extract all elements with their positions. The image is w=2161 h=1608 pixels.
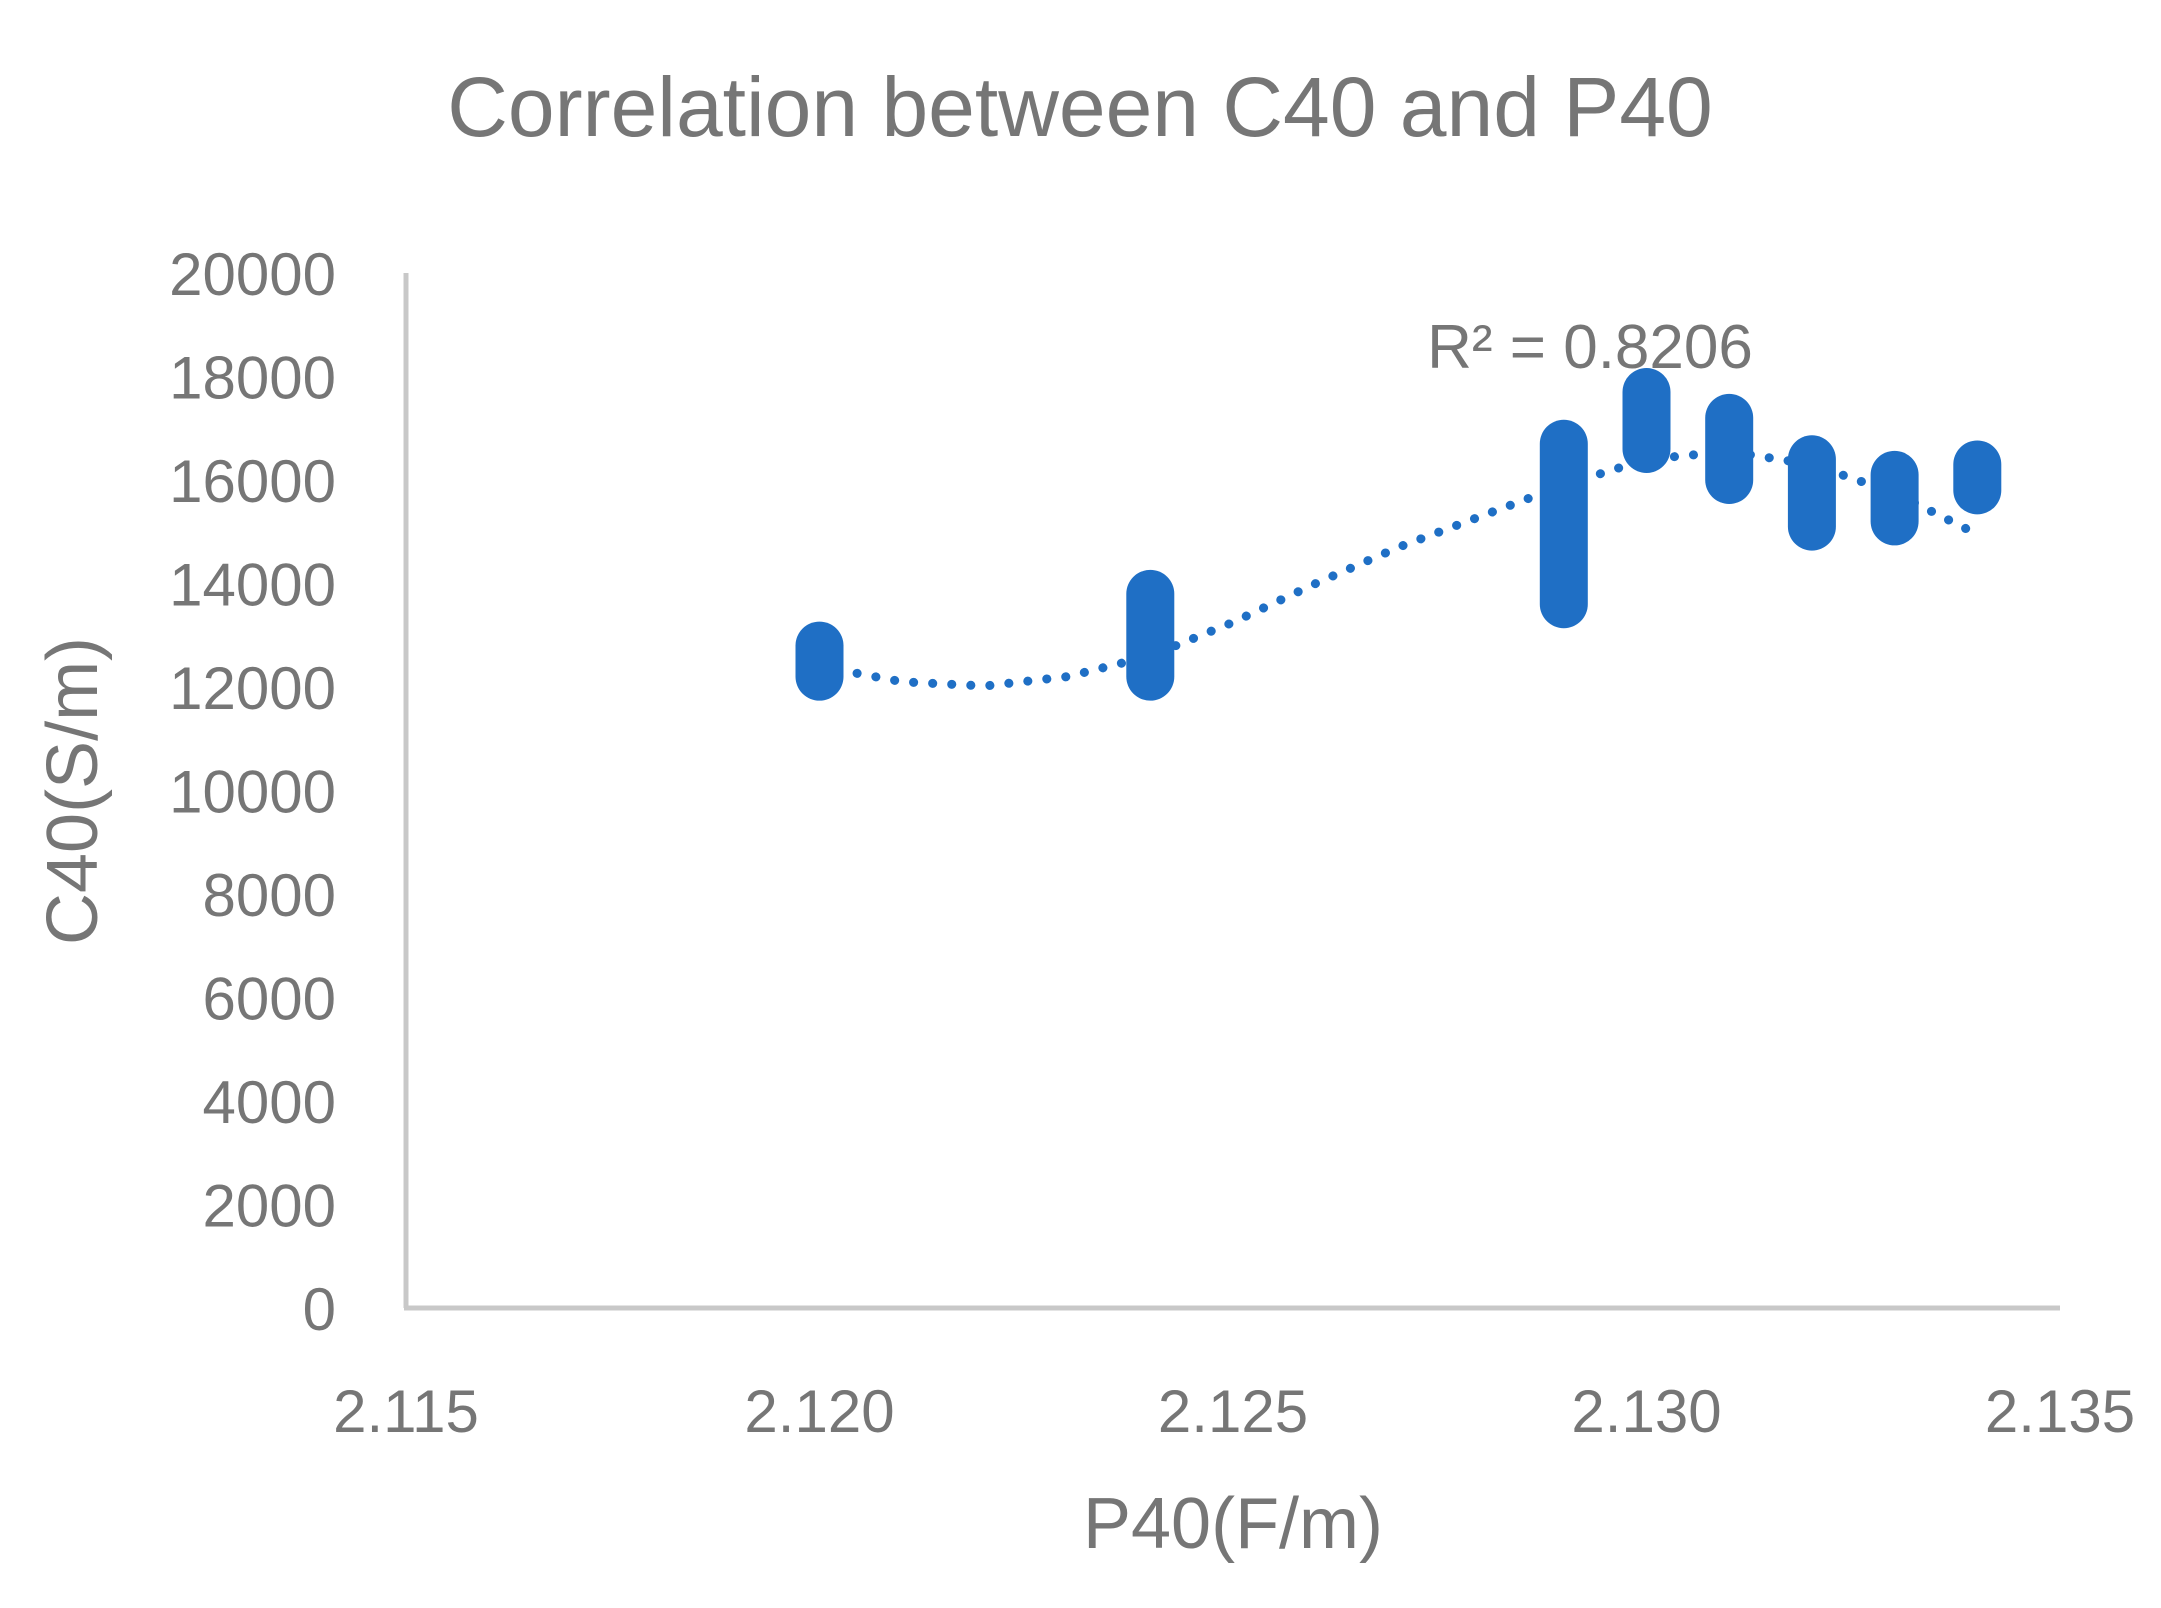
axes-group <box>403 273 2060 1311</box>
y-tick-label: 20000 <box>169 241 336 308</box>
data-point-cluster <box>1953 440 2002 515</box>
x-tick-label: 2.120 <box>744 1378 894 1445</box>
x-tick-label: 2.115 <box>333 1378 479 1445</box>
y-tick-label: 6000 <box>203 966 336 1033</box>
y-tick-label: 14000 <box>169 552 336 619</box>
data-point-cluster <box>1539 419 1588 629</box>
y-tick-label: 0 <box>303 1276 336 1343</box>
data-points-group <box>795 368 2002 701</box>
data-point-cluster <box>795 621 844 701</box>
trendline-group <box>815 446 1982 691</box>
y-tick-label: 8000 <box>203 862 336 929</box>
y-tick-label: 18000 <box>169 345 336 412</box>
chart-title: Correlation between C40 and P40 <box>447 60 1713 154</box>
y-tick-label: 2000 <box>203 1173 336 1240</box>
x-axis-title: P40(F/m) <box>1083 1484 1383 1564</box>
y-tick-label: 10000 <box>169 759 336 826</box>
trendline-r2-label: R² = 0.8206 <box>1427 313 1753 382</box>
x-tick-label: 2.135 <box>1985 1378 2135 1445</box>
x-tick-label: 2.130 <box>1571 1378 1721 1445</box>
data-point-cluster <box>1705 393 1754 504</box>
y-axis-title: C40(S/m) <box>33 637 113 945</box>
trendline <box>815 446 1982 691</box>
x-tick-label: 2.125 <box>1158 1378 1308 1445</box>
y-tick-label: 4000 <box>203 1069 336 1136</box>
data-point-cluster <box>1126 569 1175 701</box>
y-tick-labels: 0 2000 4000 6000 8000 10000 12000 14000 16000 180… <box>169 241 336 1343</box>
y-tick-label: 12000 <box>169 655 336 722</box>
x-tick-labels: 2.115 2.120 2.125 2.130 2.135 <box>333 1378 2135 1445</box>
data-point-cluster <box>1622 368 1671 473</box>
data-point-cluster <box>1787 435 1836 551</box>
data-point-cluster <box>1870 450 1919 546</box>
y-tick-label: 16000 <box>169 448 336 515</box>
